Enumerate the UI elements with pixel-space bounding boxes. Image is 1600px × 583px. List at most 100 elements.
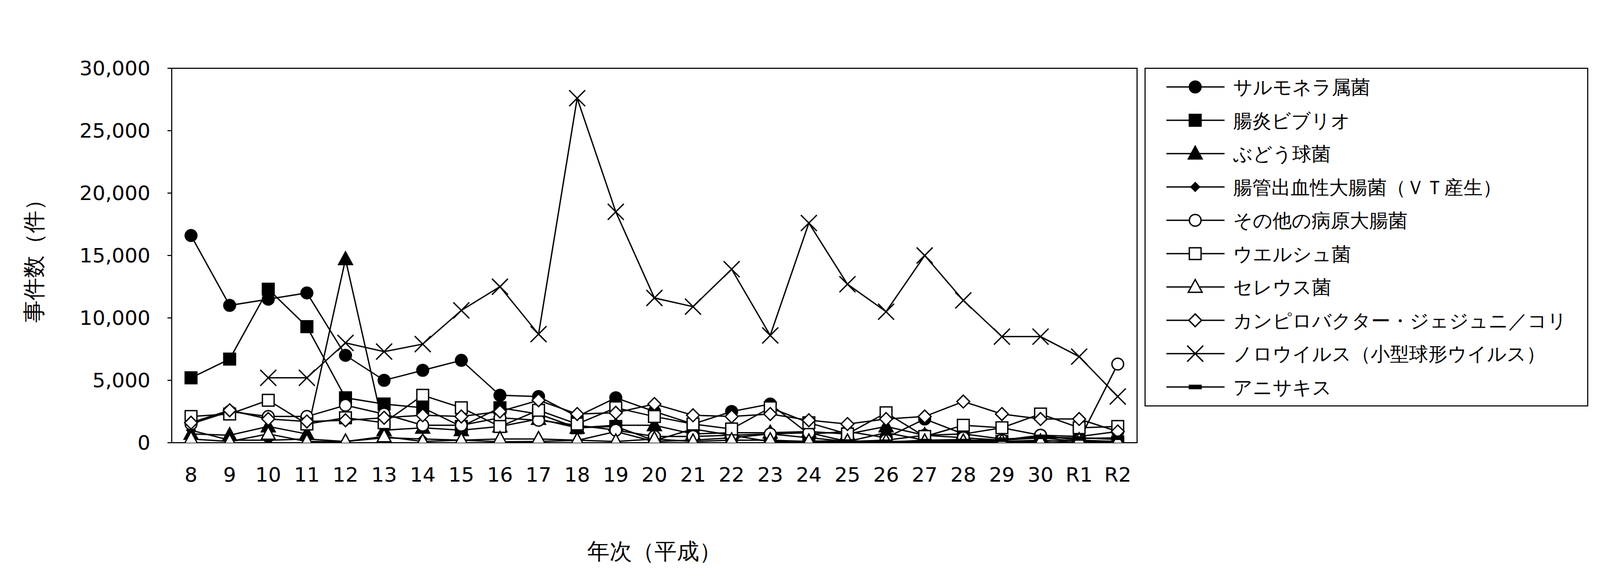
data-point [685, 434, 700, 443]
x-tick-label: 20 [641, 462, 668, 487]
x-tick-label: 22 [718, 462, 745, 487]
data-point [260, 369, 277, 386]
y-tick [167, 192, 172, 194]
data-point [877, 303, 894, 320]
data-point [1034, 435, 1047, 439]
data-point [646, 290, 663, 307]
data-point [491, 278, 508, 295]
series-line [190, 259, 1118, 440]
series-line [190, 235, 1118, 438]
legend-label: 腸炎ビブリオ [1233, 109, 1351, 132]
x-tick-label: 28 [950, 462, 976, 487]
data-point [1109, 388, 1126, 405]
data-point [261, 412, 275, 426]
x-tick-label: 23 [757, 462, 783, 487]
legend-label: その他の病原大腸菌 [1233, 209, 1408, 232]
data-point [378, 374, 390, 387]
y-tick [167, 379, 172, 381]
data-point [454, 410, 468, 423]
data-point [995, 407, 1009, 421]
data-point [492, 431, 507, 443]
data-point [377, 411, 391, 424]
data-point [493, 405, 507, 419]
data-point [337, 334, 354, 351]
data-point [684, 298, 701, 315]
legend-label: カンピロバクター・ジェジュニ／コリ [1233, 309, 1567, 332]
data-point [880, 440, 892, 443]
series-line [190, 289, 1118, 443]
legend-box [1145, 68, 1588, 406]
x-tick-label: 26 [873, 462, 899, 487]
data-point [841, 417, 854, 431]
x-tick-label: 21 [680, 462, 706, 487]
data-point [608, 203, 624, 220]
x-tick-label: 25 [834, 462, 861, 487]
data-point [454, 432, 469, 443]
data-point [569, 90, 586, 107]
y-tick-label: 0 [137, 430, 151, 455]
data-point [648, 397, 661, 411]
x-tick-label: 10 [255, 462, 282, 487]
data-point [1112, 358, 1124, 371]
data-point [609, 434, 623, 443]
data-point [996, 421, 1008, 434]
legend-marker [1189, 114, 1202, 127]
legend-marker [1189, 214, 1202, 227]
data-point [455, 354, 468, 367]
data-point [839, 276, 856, 293]
data-point [956, 434, 971, 443]
data-point [724, 432, 739, 443]
data-point [1072, 432, 1086, 443]
y-tick [167, 317, 172, 319]
data-point [1034, 412, 1047, 426]
legend-marker [1189, 385, 1202, 389]
data-point [261, 426, 276, 440]
data-point [377, 428, 391, 442]
data-point [916, 247, 933, 264]
data-point [1032, 328, 1049, 345]
x-tick-label: 29 [988, 462, 1015, 487]
legend-marker [1188, 279, 1203, 293]
data-point [878, 434, 893, 443]
data-point [956, 395, 970, 408]
data-point [299, 434, 314, 443]
x-tick-label: 27 [912, 462, 938, 487]
data-point [1072, 412, 1086, 426]
y-tick-label: 30,000 [79, 56, 151, 80]
data-point [300, 320, 313, 333]
data-point [223, 403, 237, 417]
data-point [801, 214, 818, 231]
data-point [414, 336, 431, 352]
legend-marker [1189, 81, 1202, 93]
plot-frame [171, 68, 1138, 443]
x-tick-label: 18 [564, 462, 590, 487]
legend-label: 腸管出血性大腸菌（ＶＴ産生） [1233, 176, 1502, 199]
data-point [417, 364, 429, 376]
data-point [417, 389, 429, 402]
y-tick-label: 15,000 [79, 243, 151, 268]
data-point [339, 413, 352, 427]
legend-label: ぶどう球菌 [1233, 142, 1331, 165]
data-point [224, 353, 236, 365]
x-tick-label: 19 [602, 462, 629, 487]
series-line [268, 98, 1118, 397]
data-point [338, 434, 353, 443]
data-point [763, 432, 778, 443]
x-tick-label: 24 [795, 462, 822, 487]
data-point [298, 369, 315, 386]
legend-marker [1187, 345, 1204, 362]
x-tick-label: R2 [1104, 462, 1132, 487]
data-point [1112, 436, 1124, 440]
data-point [222, 434, 237, 443]
data-point [532, 393, 546, 407]
data-point [918, 410, 932, 423]
data-point [376, 343, 392, 360]
x-tick-label: R1 [1065, 462, 1093, 487]
legend-label: ウエルシュ菌 [1233, 243, 1351, 266]
data-point [917, 434, 932, 443]
data-point [648, 410, 661, 423]
data-point [996, 421, 1008, 434]
x-tick-label: 15 [448, 462, 475, 487]
x-tick-label: 30 [1027, 462, 1054, 487]
x-tick-label: 12 [332, 462, 359, 487]
